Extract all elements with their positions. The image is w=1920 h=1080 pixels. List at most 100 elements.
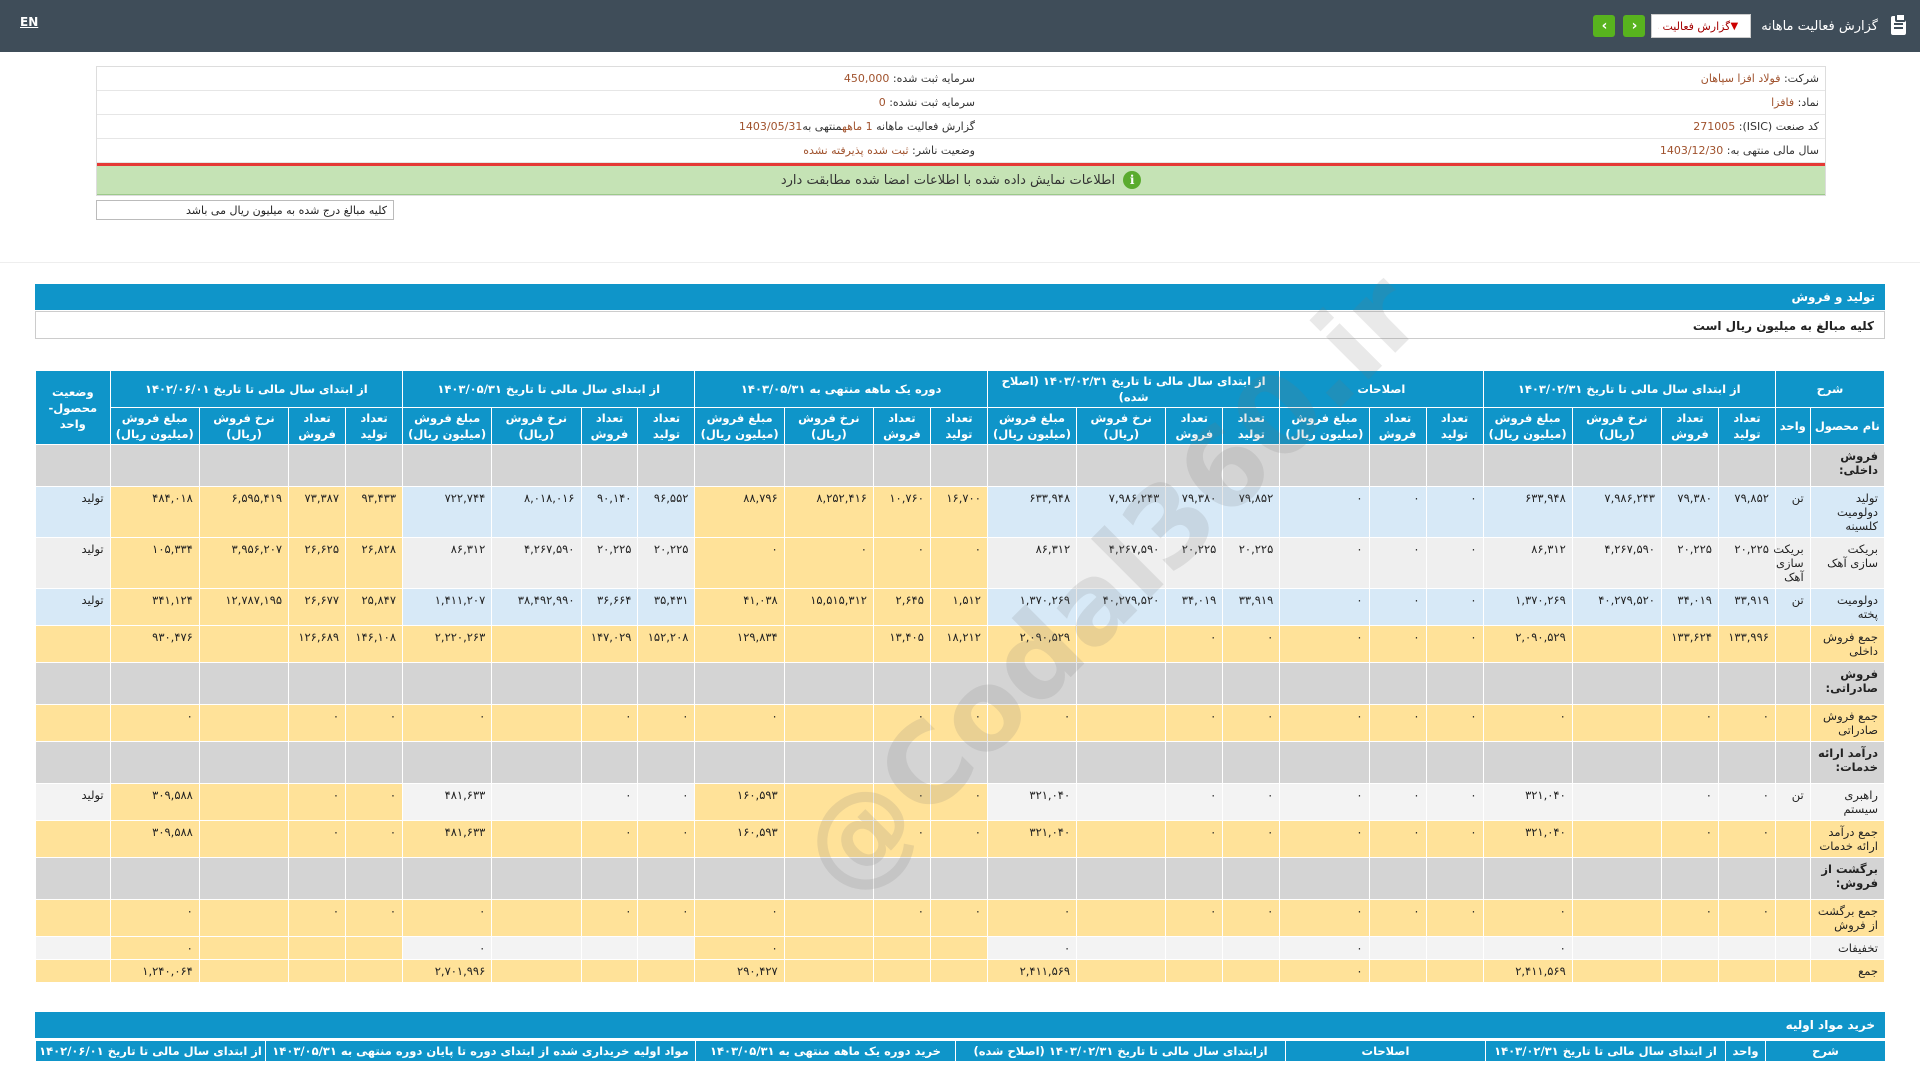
raw-header-description: شرح [1765, 1040, 1886, 1062]
value-cell: ۱۶,۷۰۰ [929, 486, 988, 538]
value-cell: ۱۰۵,۳۳۴ [109, 537, 200, 589]
value-cell [1571, 820, 1662, 858]
company-value[interactable]: فولاد افزا سپاهان [1700, 72, 1781, 85]
category-row: برگشت از فروش: [35, 857, 1886, 900]
value-cell: ۷,۹۸۶,۲۴۳ [1571, 486, 1662, 538]
value-cell: ۴۰,۲۷۹,۵۲۰ [1571, 588, 1662, 626]
isic-field: کد صنعت (ISIC): 271005 [1693, 120, 1819, 133]
unregistered-capital-label: سرمایه ثبت نشده: [889, 96, 975, 109]
value-cell: ۰ [345, 820, 404, 858]
empty-cell [1368, 444, 1427, 487]
row-label: فروش صادراتی: [1809, 662, 1886, 705]
subheader-sale_qty: تعداد فروش [288, 407, 347, 445]
empty-cell [1076, 444, 1167, 487]
value-cell: ۱۶۰,۵۹۳ [694, 783, 785, 821]
empty-cell [198, 444, 290, 487]
value-cell [1222, 936, 1281, 960]
raw-header-unit: واحد [1725, 1040, 1766, 1062]
value-cell: ۱,۲۴۰,۰۶۴ [109, 959, 200, 983]
report-type-select[interactable]: گزارش فعالیت ماهانه ▼ [1651, 14, 1752, 38]
value-cell: ۷۲۲,۷۴۴ [402, 486, 493, 538]
value-cell: ۱۶۰,۵۹۳ [694, 820, 785, 858]
unit-cell [1774, 820, 1811, 858]
value-cell: ۴۸۱,۶۳۳ [402, 820, 493, 858]
row-label: جمع برگشت از فروش [1809, 899, 1886, 937]
value-cell: ۱,۴۱۱,۲۰۷ [402, 588, 493, 626]
empty-cell [109, 444, 200, 487]
subheader-sale_qty: تعداد فروش [872, 407, 931, 445]
language-toggle[interactable]: EN [20, 15, 39, 29]
value-cell [1076, 783, 1167, 821]
table-row: جمع ۲,۴۱۱,۵۶۹ ۰ ۲,۴۱۱,۵۶۹ ۲۹۰,۴۲۷ ۲,۷۰۱,۹۹۶ ۱,… [35, 959, 1886, 983]
header-status: وضعیت محصول-واحد [35, 370, 111, 445]
value-cell: ۲۶,۶۷۷ [288, 588, 347, 626]
value-cell: ۲,۷۰۱,۹۹۶ [402, 959, 493, 983]
value-cell: ۰ [1482, 899, 1573, 937]
company-info-box: شرکت: فولاد افزا سپاهان سرمایه ثبت شده: … [96, 66, 1826, 196]
value-cell: ۰ [929, 820, 988, 858]
empty-cell [1279, 741, 1370, 784]
value-cell: ۷۹,۸۵۲ [1717, 486, 1776, 538]
row-label: جمع فروش داخلی [1809, 625, 1886, 663]
empty-cell [491, 741, 582, 784]
value-cell: ۰ [345, 783, 404, 821]
value-cell: ۱۳,۴۰۵ [872, 625, 931, 663]
value-cell: ۳۵,۴۳۱ [637, 588, 696, 626]
empty-cell [109, 741, 200, 784]
empty-cell [580, 857, 639, 900]
value-cell: ۶۳۳,۹۴۸ [986, 486, 1078, 538]
value-cell: ۴۸۴,۰۱۸ [109, 486, 200, 538]
empty-cell [288, 444, 347, 487]
value-cell: ۰ [1165, 704, 1224, 742]
value-cell: ۰ [872, 783, 931, 821]
value-cell: ۰ [1660, 783, 1719, 821]
report-period-field: گزارش فعالیت ماهانه 1 ماههمنتهی به1403/0… [739, 120, 975, 133]
empty-cell [783, 741, 874, 784]
value-cell [1076, 899, 1167, 937]
empty-cell [288, 662, 347, 705]
value-cell [1571, 959, 1662, 983]
value-cell: ۴,۲۶۷,۵۹۰ [1076, 537, 1167, 589]
value-cell: ۴,۲۶۷,۵۹۰ [491, 537, 582, 589]
report-clipboard-icon [1888, 13, 1910, 39]
empty-cell [1425, 662, 1484, 705]
info-row-3: کد صنعت (ISIC): 271005 گزارش فعالیت ماها… [97, 115, 1825, 139]
value-cell: ۰ [1660, 704, 1719, 742]
raw-materials-table: شرح واحد از ابتدای سال مالی تا تاریخ ۱۴۰… [35, 1040, 1886, 1062]
value-cell: ۷,۹۸۶,۲۴۳ [1076, 486, 1167, 538]
value-cell: ۷۹,۳۸۰ [1165, 486, 1224, 538]
raw-header-row: شرح واحد از ابتدای سال مالی تا تاریخ ۱۴۰… [35, 1040, 1886, 1062]
empty-cell [1076, 662, 1167, 705]
empty-cell [986, 444, 1078, 487]
value-cell: ۱۵۲,۲۰۸ [637, 625, 696, 663]
symbol-value[interactable]: فافزا [1771, 96, 1795, 109]
value-cell: ۰ [1368, 704, 1427, 742]
value-cell: ۹۰,۱۴۰ [580, 486, 639, 538]
empty-cell [1165, 444, 1224, 487]
value-cell: ۰ [637, 899, 696, 937]
top-bar: EN گزارش فعالیت ماهانه گزارش فعالیت ماها… [0, 0, 1920, 52]
empty-cell [345, 857, 404, 900]
value-cell [491, 625, 582, 663]
empty-cell [1717, 741, 1776, 784]
raw-header-ytd: مواد اولیه خریداری شده از ابتدای دوره تا… [265, 1040, 696, 1062]
value-cell: ۸,۰۱۸,۰۱۶ [491, 486, 582, 538]
value-cell [1571, 625, 1662, 663]
empty-cell [345, 444, 404, 487]
prev-button[interactable]: ‹ [1593, 15, 1616, 37]
isic-label: کد صنعت (ISIC): [1738, 120, 1819, 133]
value-cell: ۰ [402, 704, 493, 742]
empty-cell [580, 741, 639, 784]
red-divider [97, 163, 1825, 166]
unit-cell [1774, 936, 1811, 960]
table-row: جمع درآمد ارائه خدمات ۰ ۰ ۳۲۱,۰۴۰ ۰ ۰ ۰ ۰ ۰ ۳۲۱,۰… [35, 820, 1886, 858]
next-button[interactable]: › [1623, 15, 1646, 37]
empty-cell [1368, 857, 1427, 900]
value-cell: ۳۶,۶۶۴ [580, 588, 639, 626]
value-cell: ۰ [637, 783, 696, 821]
value-cell: ۸۶,۳۱۲ [1482, 537, 1573, 589]
value-cell [1571, 704, 1662, 742]
unit-cell [1774, 899, 1811, 937]
value-cell: ۶,۵۹۵,۴۱۹ [198, 486, 290, 538]
value-cell [288, 936, 347, 960]
